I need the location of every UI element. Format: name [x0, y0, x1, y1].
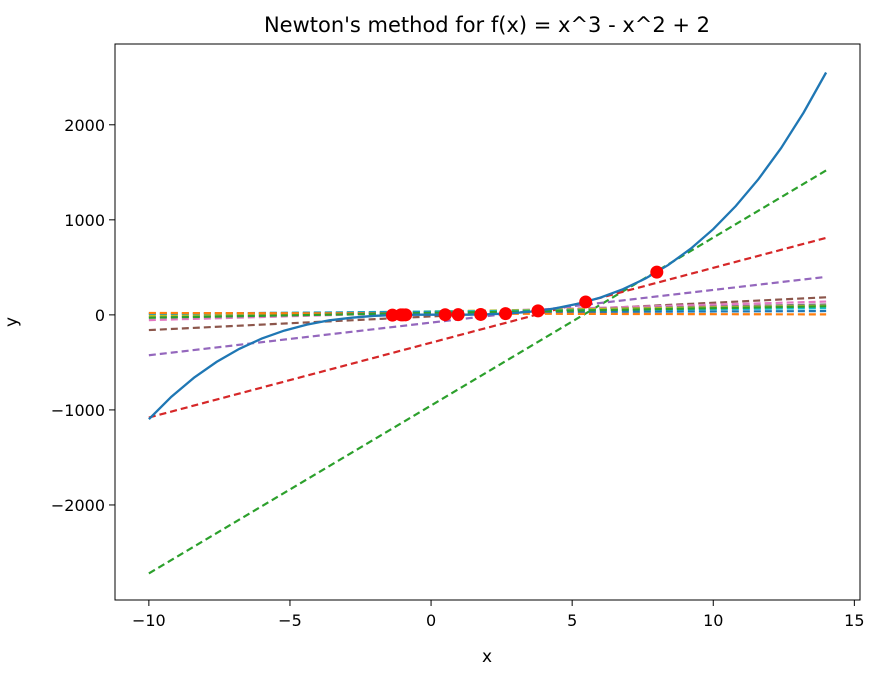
tangent-line-1 [148, 169, 827, 575]
x-tick-label: −10 [132, 611, 166, 630]
y-tick-label: 2000 [64, 116, 105, 135]
iterate-point-6 [451, 308, 465, 322]
tangent-line-4 [148, 296, 827, 332]
y-tick-label: 0 [95, 306, 105, 325]
y-axis-label: y [2, 317, 22, 327]
iterate-point-11 [399, 308, 413, 322]
function-curve [148, 71, 828, 421]
x-tick-label: 0 [426, 611, 436, 630]
tangent-line-2 [148, 236, 827, 419]
x-tick-label: −5 [278, 611, 302, 630]
tangent-line-11 [148, 305, 827, 319]
iterate-point-5 [474, 307, 488, 321]
iterate-point-7 [438, 308, 452, 322]
plot-area [148, 71, 828, 575]
axes-frame [114, 43, 861, 601]
tangent-line-5 [148, 300, 827, 322]
x-tick-label: 10 [703, 611, 723, 630]
iterate-point-1 [650, 265, 664, 279]
iterate-point-3 [531, 304, 545, 318]
iterate-point-2 [579, 295, 593, 309]
tangent-line-10 [148, 311, 827, 316]
iterate-point-4 [499, 307, 513, 321]
chart-title: Newton's method for f(x) = x^3 - x^2 + 2 [264, 13, 710, 37]
x-tick-label: 15 [844, 611, 864, 630]
y-tick-label: 1000 [64, 211, 105, 230]
y-tick-label: −1000 [51, 401, 105, 420]
tangent-line-3 [148, 275, 827, 357]
x-tick-label: 5 [567, 611, 577, 630]
y-axis-ticks: −2000 −1000 0 1000 2000 [51, 116, 115, 515]
y-tick-label: −2000 [51, 496, 105, 515]
x-axis-ticks: −10 −5 0 5 10 15 [132, 600, 865, 630]
x-axis-label: x [482, 647, 492, 667]
